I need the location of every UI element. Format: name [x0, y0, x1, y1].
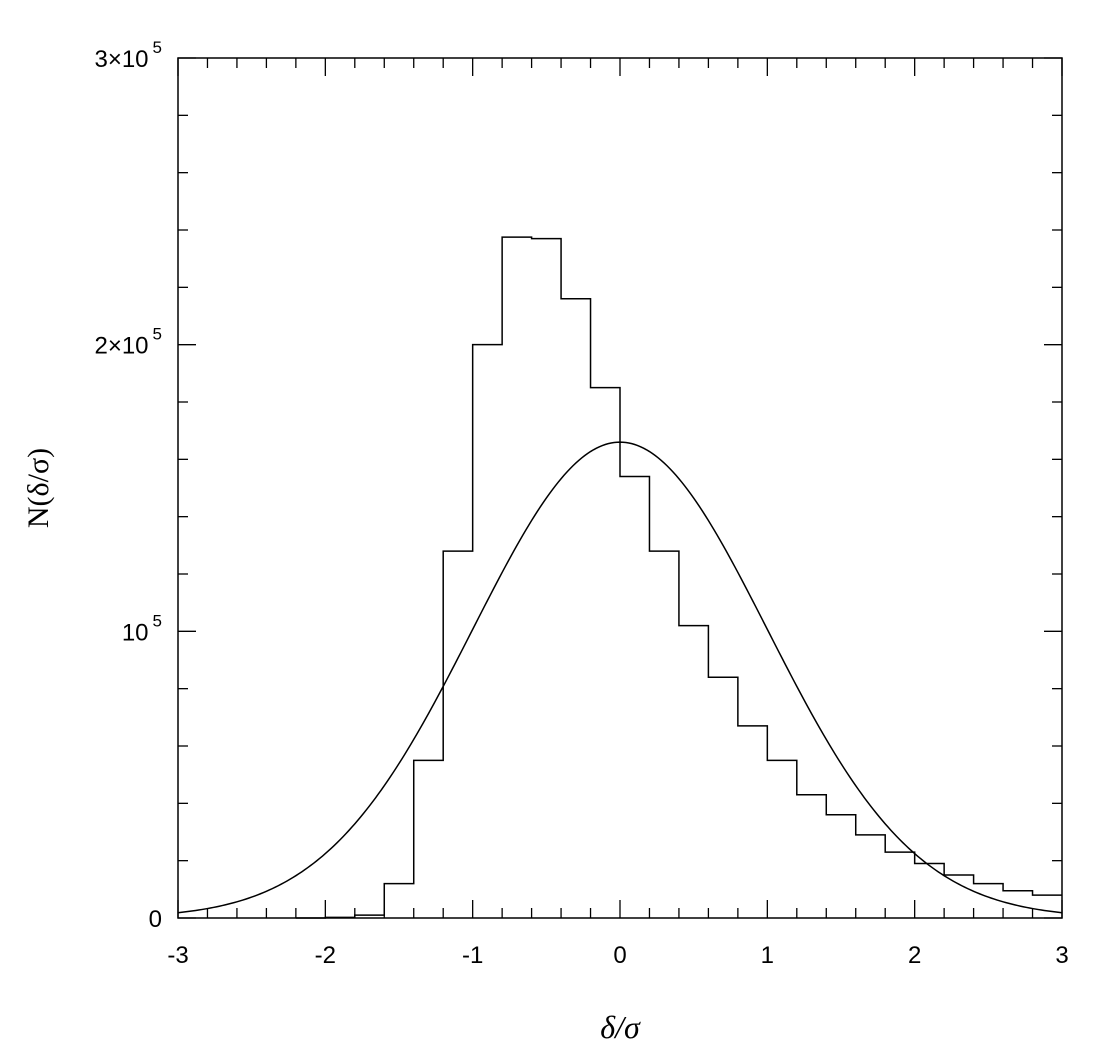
y-tick-label: 3×10 5: [94, 38, 162, 73]
y-tick-label: 2×10 5: [94, 325, 162, 360]
x-tick-labels: -3 -2 -1 0 1 2 3: [167, 942, 1068, 969]
y-axis-label: N(δ/σ): [22, 448, 55, 528]
x-tick-label: -2: [315, 942, 336, 969]
x-tick-label: 1: [761, 942, 774, 969]
x-tick-label: 2: [908, 942, 921, 969]
y-tick-label: 10 5: [122, 611, 162, 646]
y-tick-label: 0: [149, 906, 162, 933]
y-tick-labels: 0 10 5 2×10 5 3×10 5: [94, 38, 162, 933]
gaussian-curve-series: [177, 441, 1063, 914]
histogram-series: [295, 236, 1062, 919]
ticks-group: [177, 57, 1063, 919]
x-tick-label: 3: [1055, 942, 1068, 969]
plot-frame: [177, 57, 1063, 919]
x-tick-label: -1: [462, 942, 483, 969]
x-tick-label: -3: [167, 942, 188, 969]
x-axis-label: δ/σ: [600, 1009, 641, 1045]
x-tick-label: 0: [613, 942, 626, 969]
